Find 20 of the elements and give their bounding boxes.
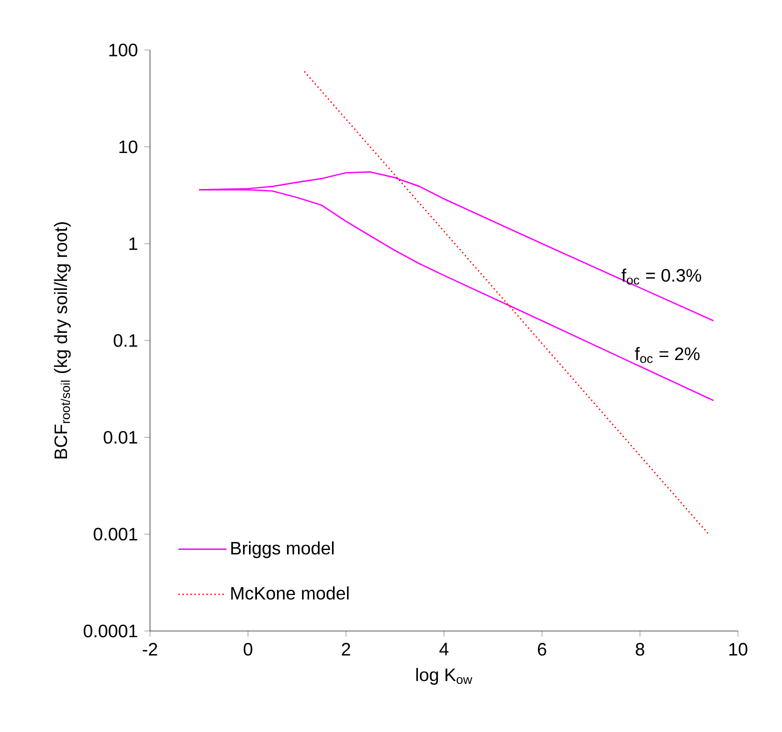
annotation: f$_{oc}$ = 0.3% bbox=[622, 268, 702, 285]
y-axis-title: BCF$_{root/soil}$ (kg dry soil/kg root) bbox=[54, 222, 71, 458]
y-tick-label: 0.001 bbox=[94, 528, 138, 541]
y-tick-label: 1 bbox=[129, 237, 138, 250]
legend-label: McKone model bbox=[231, 586, 349, 600]
x-tick-label: 10 bbox=[729, 642, 748, 656]
annotation: f$_{oc}$ = 2% bbox=[634, 347, 700, 364]
x-tick-label: 4 bbox=[439, 642, 448, 656]
x-tick-label: 0 bbox=[244, 642, 252, 656]
y-tick-label: 0.01 bbox=[104, 430, 138, 444]
y-tick-label: 0.1 bbox=[114, 334, 138, 347]
y-tick-label: 10 bbox=[119, 140, 138, 154]
legend-label: Briggs model bbox=[231, 541, 334, 558]
x-tick-label: 8 bbox=[636, 642, 644, 656]
x-tick-label: 2 bbox=[342, 642, 350, 656]
x-tick-label: 6 bbox=[538, 642, 546, 656]
y-tick-label: 100 bbox=[109, 44, 138, 56]
x-tick-label: -2 bbox=[142, 642, 158, 656]
x-axis-title: log K$_{ow}$ bbox=[416, 668, 472, 685]
y-tick-label: 0.0001 bbox=[84, 624, 138, 638]
